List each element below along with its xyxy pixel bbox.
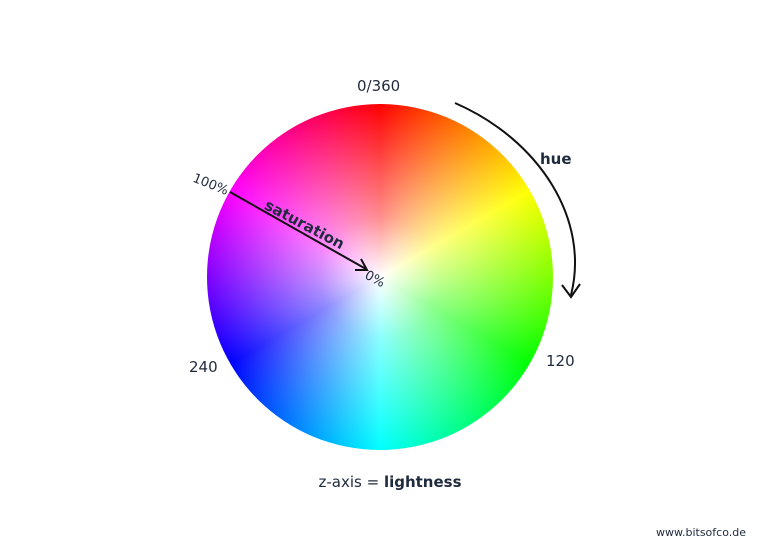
- hue-120-label: 120: [546, 352, 575, 370]
- saturation-arrowhead: [355, 258, 369, 271]
- hue-240-label: 240: [189, 358, 218, 376]
- hue-arrowhead: [561, 283, 581, 299]
- site-url: www.bitsofco.de: [656, 526, 746, 539]
- z-axis-caption: z-axis = lightness: [0, 473, 780, 491]
- saturation-gradient: [207, 104, 553, 450]
- saturation-arrow: [229, 191, 367, 270]
- z-axis-emphasis: lightness: [383, 473, 462, 491]
- hue-label: hue: [540, 150, 572, 168]
- hue-0-label: 0/360: [357, 77, 401, 95]
- z-axis-prefix: z-axis =: [318, 473, 384, 491]
- hue-arrow: [454, 102, 576, 296]
- hsl-color-wheel: [207, 104, 553, 450]
